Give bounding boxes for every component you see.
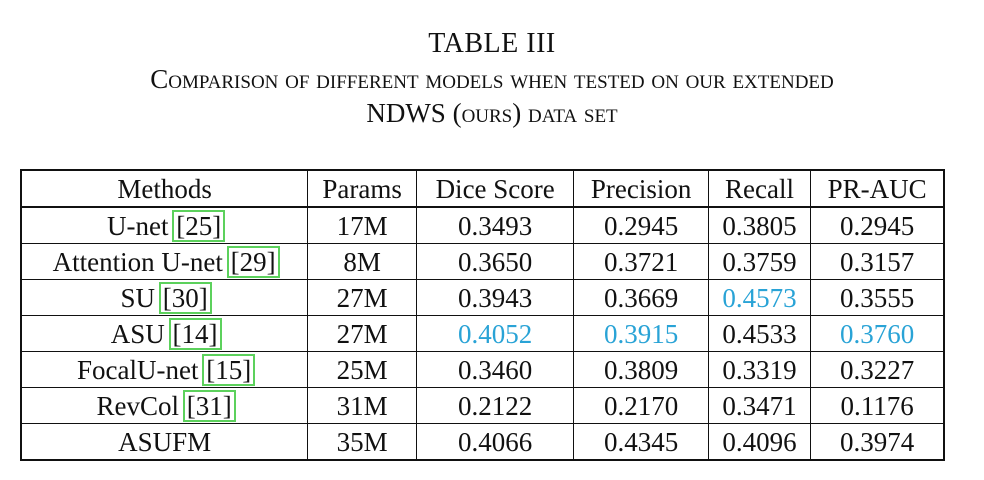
header-pr-auc: PR-AUC xyxy=(810,169,946,208)
method-name: ASU xyxy=(110,318,165,349)
recall-cell-second: 0.4533 xyxy=(708,315,812,352)
dice-cell: 0.3460 xyxy=(416,351,575,388)
precision-cell-best: 0.4345 xyxy=(573,423,709,461)
table-caption-line-2: NDWS (ours) data set xyxy=(366,98,618,128)
recall-cell: 0.4096 xyxy=(708,423,812,461)
table-row: RevCol [31] 31M 0.2122 0.2170 0.3471 0.1… xyxy=(20,387,946,424)
prauc-cell: 0.3157 xyxy=(810,243,946,280)
prauc-cell: 0.3555 xyxy=(810,279,946,316)
prauc-cell-second: 0.3760 xyxy=(810,315,946,352)
recall-cell: 0.3805 xyxy=(708,207,812,244)
recall-cell-best: 0.4573 xyxy=(708,279,812,316)
recall-cell: 0.3471 xyxy=(708,387,812,424)
method-name: U-net xyxy=(107,210,169,241)
header-methods: Methods xyxy=(20,169,309,208)
method-cell: U-net [25] xyxy=(20,207,309,244)
method-cell: SU [30] xyxy=(20,279,309,316)
precision-cell: 0.2170 xyxy=(573,387,709,424)
params-cell: 27M xyxy=(307,279,417,316)
method-cell: RevCol [31] xyxy=(20,387,309,424)
header-dice-score: Dice Score xyxy=(416,169,575,208)
method-cell: Attention U-net [29] xyxy=(20,243,309,280)
dice-cell-best: 0.4066 xyxy=(416,423,575,461)
method-cell: FocalU-net [15] xyxy=(20,351,309,388)
params-cell: 8M xyxy=(307,243,417,280)
table-row: FocalU-net [15] 25M 0.3460 0.3809 0.3319… xyxy=(20,351,946,388)
header-recall: Recall xyxy=(708,169,812,208)
precision-cell: 0.3809 xyxy=(573,351,709,388)
table-row: U-net [25] 17M 0.3493 0.2945 0.3805 0.29… xyxy=(20,207,946,244)
header-params: Params xyxy=(307,169,417,208)
precision-cell-second: 0.3915 xyxy=(573,315,709,352)
citation-link[interactable]: [15] xyxy=(202,353,256,386)
method-cell: ASUFM xyxy=(20,423,309,461)
method-name: SU xyxy=(120,282,156,313)
prauc-cell: 0.3227 xyxy=(810,351,946,388)
citation-link[interactable]: [14] xyxy=(168,317,222,350)
method-name: Attention U-net xyxy=(52,246,223,277)
citation-link[interactable]: [30] xyxy=(158,281,212,314)
table-row: SU [30] 27M 0.3943 0.3669 0.4573 0.3555 xyxy=(20,279,946,316)
prauc-cell: 0.1176 xyxy=(810,387,946,424)
prauc-cell-best: 0.3974 xyxy=(810,423,946,461)
table-label: TABLE III xyxy=(428,28,556,59)
precision-cell: 0.3721 xyxy=(573,243,709,280)
citation-link[interactable]: [29] xyxy=(226,245,280,278)
table-row: Attention U-net [29] 8M 0.3650 0.3721 0.… xyxy=(20,243,946,280)
dice-cell: 0.2122 xyxy=(416,387,575,424)
prauc-cell: 0.2945 xyxy=(810,207,946,244)
method-name: FocalU-net xyxy=(77,354,199,385)
precision-cell: 0.2945 xyxy=(573,207,709,244)
method-name: RevCol xyxy=(96,390,180,421)
recall-cell: 0.3759 xyxy=(708,243,812,280)
params-cell: 17M xyxy=(307,207,417,244)
precision-cell: 0.3669 xyxy=(573,279,709,316)
params-cell: 35M xyxy=(307,423,417,461)
dice-cell-second: 0.4052 xyxy=(416,315,575,352)
recall-cell: 0.3319 xyxy=(708,351,812,388)
citation-link[interactable]: [31] xyxy=(182,389,236,422)
dice-cell: 0.3493 xyxy=(416,207,575,244)
table-caption-line-1: Comparison of different models when test… xyxy=(150,64,834,94)
table-row: ASU [14] 27M 0.4052 0.3915 0.4533 0.3760 xyxy=(20,315,946,352)
dice-cell: 0.3650 xyxy=(416,243,575,280)
dice-cell: 0.3943 xyxy=(416,279,575,316)
header-row: Methods Params Dice Score Precision Reca… xyxy=(20,169,946,208)
results-table: Methods Params Dice Score Precision Reca… xyxy=(20,169,946,461)
params-cell: 25M xyxy=(307,351,417,388)
params-cell: 27M xyxy=(307,315,417,352)
table-row: ASUFM 35M 0.4066 0.4345 0.4096 0.3974 xyxy=(20,423,946,461)
citation-link[interactable]: [25] xyxy=(172,209,226,242)
header-precision: Precision xyxy=(573,169,709,208)
params-cell: 31M xyxy=(307,387,417,424)
method-name: ASUFM xyxy=(118,426,212,457)
method-cell: ASU [14] xyxy=(20,315,309,352)
